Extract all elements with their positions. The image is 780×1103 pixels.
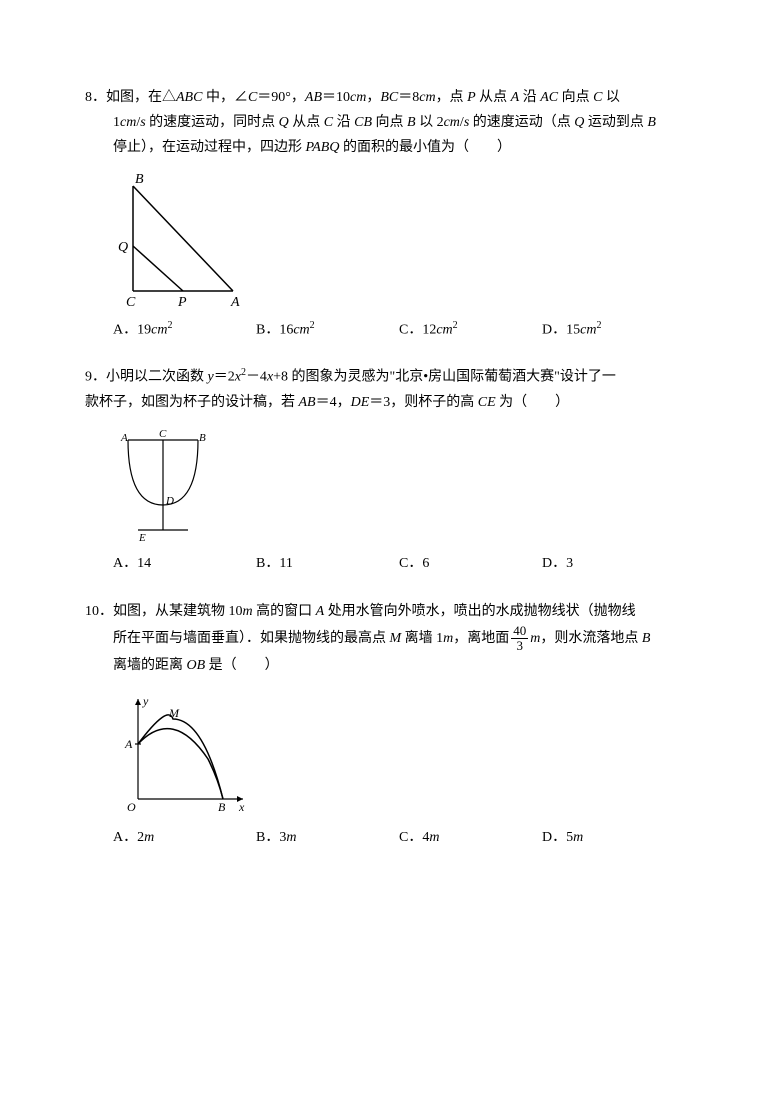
- svg-text:Q: Q: [118, 240, 128, 255]
- q8-opt-c[interactable]: C．12cm2: [399, 317, 542, 343]
- q10-options: A．2m B．3m C．4m D．5m: [85, 825, 685, 850]
- q8-opt-d[interactable]: D．15cm2: [542, 317, 685, 343]
- q10-text-3: 离墙的距离 OB 是（ ）: [85, 653, 685, 678]
- svg-text:B: B: [218, 800, 226, 814]
- q8-figure: B Q C P A: [85, 171, 685, 311]
- triangle-figure: B Q C P A: [113, 171, 243, 311]
- q8-text-2: 1cm/s 的速度运动，同时点 Q 从点 C 沿 CB 向点 B 以 2cm/s…: [85, 110, 685, 135]
- q9-opt-d[interactable]: D．3: [542, 551, 685, 576]
- q10-num: 10．: [85, 604, 113, 619]
- svg-text:M: M: [168, 706, 180, 720]
- q9-figure: A C B D E: [85, 425, 685, 545]
- q8-opt-a[interactable]: A．19cm2: [113, 317, 256, 343]
- svg-text:E: E: [138, 532, 146, 544]
- q8-text: 8．如图，在△ABC 中，∠C＝90°，AB＝10cm，BC＝8cm，点 P 从…: [85, 85, 685, 110]
- svg-text:A: A: [230, 295, 240, 310]
- q9-opt-c[interactable]: C．6: [399, 551, 542, 576]
- q10-opt-c[interactable]: C．4m: [399, 825, 542, 850]
- svg-text:B: B: [199, 432, 206, 444]
- q10-text-2: 所在平面与墙面垂直）．如果抛物线的最高点 M 离墙 1m，离地面403m，则水流…: [85, 624, 685, 654]
- q9-opt-a[interactable]: A．14: [113, 551, 256, 576]
- question-9: 9．小明以二次函数 y＝2x2－4x+8 的图象为灵感为"北京•房山国际葡萄酒大…: [85, 364, 685, 576]
- q10-text: 10．如图，从某建筑物 10m 高的窗口 A 处用水管向外喷水，喷出的水成抛物线…: [85, 599, 685, 624]
- q10-opt-a[interactable]: A．2m: [113, 825, 256, 850]
- svg-text:O: O: [127, 800, 136, 814]
- q10-opt-b[interactable]: B．3m: [256, 825, 399, 850]
- svg-text:A: A: [120, 432, 128, 444]
- svg-text:A: A: [124, 737, 133, 751]
- q9-text: 9．小明以二次函数 y＝2x2－4x+8 的图象为灵感为"北京•房山国际葡萄酒大…: [85, 364, 685, 390]
- svg-text:C: C: [126, 295, 136, 310]
- page: 8．如图，在△ABC 中，∠C＝90°，AB＝10cm，BC＝8cm，点 P 从…: [0, 0, 780, 912]
- q8-options: A．19cm2 B．16cm2 C．12cm2 D．15cm2: [85, 317, 685, 343]
- q9-opt-b[interactable]: B．11: [256, 551, 399, 576]
- q10-opt-d[interactable]: D．5m: [542, 825, 685, 850]
- svg-text:C: C: [159, 428, 167, 440]
- q9-num: 9．: [85, 370, 106, 385]
- svg-text:B: B: [135, 172, 144, 187]
- parabola-figure: y M A O B x: [113, 689, 253, 819]
- cup-figure: A C B D E: [113, 425, 223, 545]
- svg-text:x: x: [238, 800, 245, 814]
- fraction: 403: [509, 624, 530, 654]
- svg-text:D: D: [165, 495, 174, 507]
- q9-text-2: 款杯子，如图为杯子的设计稿，若 AB＝4，DE＝3，则杯子的高 CE 为（ ）: [85, 390, 685, 415]
- svg-text:y: y: [142, 694, 149, 708]
- question-10: 10．如图，从某建筑物 10m 高的窗口 A 处用水管向外喷水，喷出的水成抛物线…: [85, 599, 685, 850]
- q8-opt-b[interactable]: B．16cm2: [256, 317, 399, 343]
- q8-num: 8．: [85, 90, 106, 105]
- q8-text-3: 停止），在运动过程中，四边形 PABQ 的面积的最小值为（ ）: [85, 135, 685, 160]
- svg-text:P: P: [177, 295, 187, 310]
- q9-options: A．14 B．11 C．6 D．3: [85, 551, 685, 576]
- question-8: 8．如图，在△ABC 中，∠C＝90°，AB＝10cm，BC＝8cm，点 P 从…: [85, 85, 685, 342]
- q10-figure: y M A O B x: [85, 689, 685, 819]
